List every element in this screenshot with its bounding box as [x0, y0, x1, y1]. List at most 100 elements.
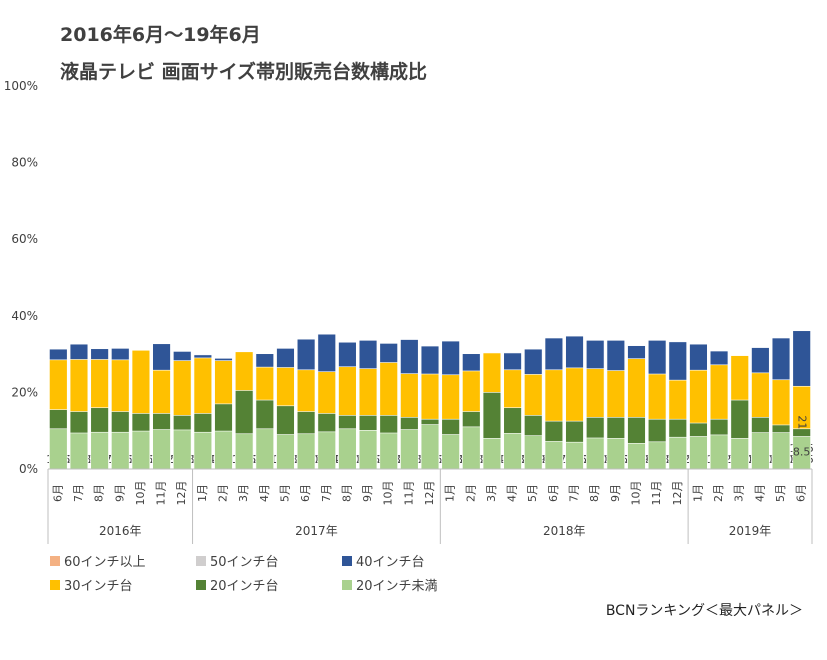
x-tick-label: 11月: [650, 481, 663, 506]
data-label: 8.5: [793, 446, 811, 459]
bar-segment: [668, 436, 687, 470]
y-tick-label: 40%: [11, 309, 38, 323]
bar-segment: [627, 443, 646, 470]
x-tick-label: 11月: [402, 481, 415, 506]
y-tick-label: 60%: [11, 232, 38, 246]
x-tick-label: 3月: [733, 484, 746, 502]
y-tick-label: 80%: [11, 156, 38, 170]
bar-segment: [544, 441, 564, 470]
x-tick-label: 7月: [72, 484, 85, 502]
year-label: 2017年: [295, 524, 338, 538]
bar-segment: [214, 430, 233, 470]
legend-swatch: [342, 556, 352, 566]
x-tick-label: 5月: [278, 484, 291, 502]
x-tick-label: 1月: [444, 484, 457, 502]
bar-segment: [462, 426, 481, 470]
x-tick-label: 6月: [547, 484, 560, 502]
x-tick-label: 6月: [299, 484, 312, 502]
bar-segment: [111, 431, 130, 470]
legend-label: 20インチ未満: [356, 579, 438, 594]
x-tick-label: 2月: [217, 484, 230, 502]
legend-label: 40インチ台: [356, 555, 425, 570]
bar-segment: [441, 434, 460, 470]
x-tick-label: 10月: [629, 481, 642, 506]
y-tick-label: 0%: [19, 462, 38, 476]
x-tick-label: 5月: [526, 484, 539, 502]
x-tick-label: 9月: [361, 484, 374, 502]
legend-label: 50インチ台: [210, 555, 279, 570]
year-label: 2018年: [543, 524, 586, 538]
x-tick-label: 9月: [609, 484, 622, 502]
legend-swatch: [50, 580, 60, 590]
bar-segment: [152, 429, 171, 470]
bar-segment: [751, 432, 770, 470]
chart-title: 2016年6月～19年6月: [60, 24, 261, 46]
bar-segment: [173, 429, 192, 470]
x-tick-label: 3月: [485, 484, 498, 502]
y-tick-label: 20%: [11, 385, 38, 399]
y-tick-label: 100%: [4, 79, 38, 93]
source-credit: BCNランキング＜最大パネル＞: [605, 603, 803, 619]
legend-label: 60インチ以上: [64, 555, 146, 570]
bar-segment: [49, 428, 68, 470]
x-tick-label: 11月: [155, 481, 168, 506]
bar-segment: [689, 436, 708, 470]
x-tick-label: 9月: [113, 484, 126, 502]
bar-segment: [379, 432, 398, 470]
x-tick-label: 12月: [671, 481, 684, 506]
x-tick-label: 2月: [464, 484, 477, 502]
bar-segment: [338, 428, 357, 470]
x-tick-label: 12月: [423, 481, 436, 506]
bar-segment: [90, 431, 109, 470]
bar-segment: [524, 435, 543, 470]
x-tick-label: 1月: [196, 484, 209, 502]
x-tick-label: 6月: [51, 484, 64, 502]
x-tick-label: 12月: [175, 481, 188, 506]
x-tick-label: 10月: [382, 481, 395, 506]
bar-segment: [400, 429, 419, 470]
bar-segment: [503, 433, 522, 470]
bar-segment: [255, 428, 274, 470]
bar-segment: [565, 441, 584, 470]
bar-segment: [296, 433, 316, 470]
bar-segment: [771, 432, 791, 470]
legend-swatch: [196, 580, 206, 590]
bar-segment: [317, 431, 336, 470]
bar-segment: [586, 437, 605, 470]
chart-subtitle: 液晶テレビ 画面サイズ帯別販売台数構成比: [60, 61, 428, 83]
legend-label: 20インチ台: [210, 579, 279, 594]
bar-segment: [482, 438, 502, 470]
bar-segment: [606, 438, 626, 470]
legend-label: 30インチ台: [64, 579, 133, 594]
x-tick-label: 1月: [691, 484, 704, 502]
x-tick-label: 6月: [795, 484, 808, 502]
legend-swatch: [342, 580, 352, 590]
legend-swatch: [50, 556, 60, 566]
legend-swatch: [196, 556, 206, 566]
x-tick-label: 2月: [712, 484, 725, 502]
bar-segment: [647, 441, 667, 470]
bar-segment: [276, 434, 295, 470]
x-tick-label: 10月: [134, 481, 147, 506]
bar-segment: [131, 430, 151, 470]
bar-segment: [358, 430, 378, 470]
x-tick-label: 8月: [588, 484, 601, 502]
x-tick-label: 5月: [774, 484, 787, 502]
x-tick-label: 8月: [93, 484, 106, 502]
year-label: 2019年: [729, 524, 772, 538]
x-tick-label: 7月: [568, 484, 581, 502]
x-tick-label: 7月: [320, 484, 333, 502]
bar-segment: [420, 424, 440, 470]
x-tick-label: 3月: [237, 484, 250, 502]
bar-segment: [234, 433, 254, 470]
year-label: 2016年: [99, 524, 142, 538]
x-tick-label: 4月: [506, 484, 519, 502]
bar-segment: [69, 432, 89, 470]
bar-segment: [730, 438, 749, 470]
x-tick-label: 4月: [258, 484, 271, 502]
bar-segment: [709, 434, 729, 470]
x-tick-label: 4月: [753, 484, 766, 502]
bar-segment: [193, 431, 213, 470]
x-tick-label: 8月: [340, 484, 353, 502]
